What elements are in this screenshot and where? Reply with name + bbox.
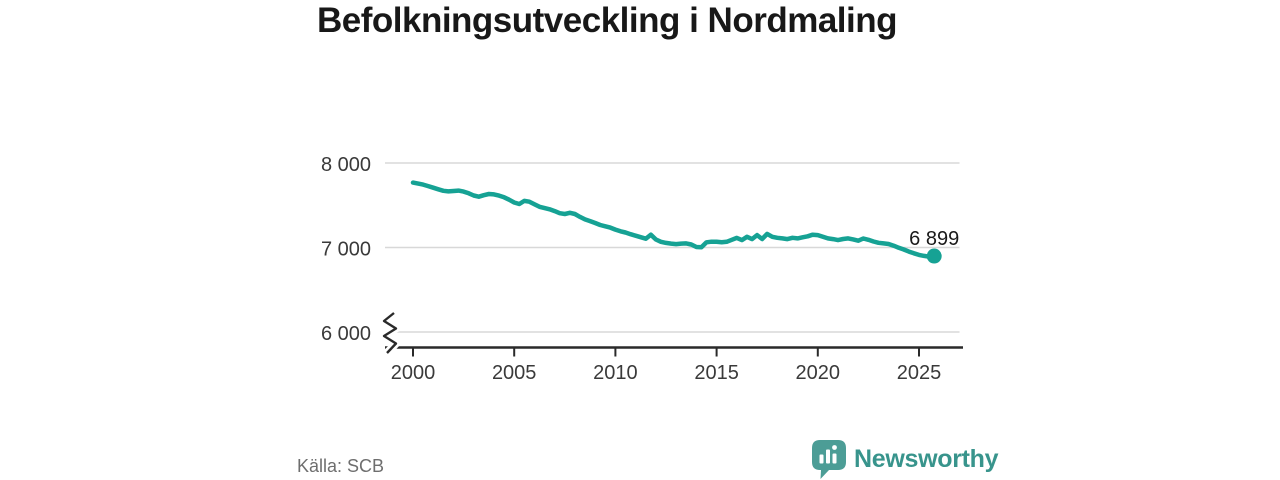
latest-value-label: 6 899 xyxy=(909,228,959,250)
newsworthy-logo-icon xyxy=(812,440,846,479)
y-tick-label: 7 000 xyxy=(321,239,371,261)
logo-bar-1 xyxy=(819,454,824,464)
axis-break-zigzag xyxy=(382,312,398,354)
logo-dot xyxy=(832,445,837,450)
y-tick-label: 8 000 xyxy=(321,154,371,176)
x-tick-label: 2005 xyxy=(492,362,537,384)
brand-name: Newsworthy xyxy=(854,445,999,473)
data-line xyxy=(410,180,937,259)
x-tick-label: 2015 xyxy=(694,362,739,384)
x-tick-label: 2010 xyxy=(593,362,638,384)
x-axis xyxy=(385,346,963,357)
source-note: Källa: SCB xyxy=(297,456,385,476)
x-tick-label: 2020 xyxy=(796,362,841,384)
y-axis-labels: 8 000 7 000 6 000 xyxy=(321,154,371,345)
y-tick-label: 6 000 xyxy=(321,323,371,345)
logo-bar-2 xyxy=(826,449,830,464)
gridlines xyxy=(385,162,960,333)
chart-title: Befolkningsutveckling i Nordmaling xyxy=(316,1,898,40)
population-line xyxy=(410,180,937,259)
axis-break-icon xyxy=(380,309,400,356)
logo-bar-3 xyxy=(832,453,837,464)
x-axis-labels: 2000 2005 2010 2015 2020 2025 xyxy=(391,362,942,384)
x-tick-label: 2000 xyxy=(391,362,436,384)
x-tick-label: 2025 xyxy=(897,362,942,384)
brand-lockup: Newsworthy xyxy=(812,440,999,479)
end-point-and-label: 6 899 xyxy=(909,228,959,264)
latest-value-dot xyxy=(926,248,942,264)
